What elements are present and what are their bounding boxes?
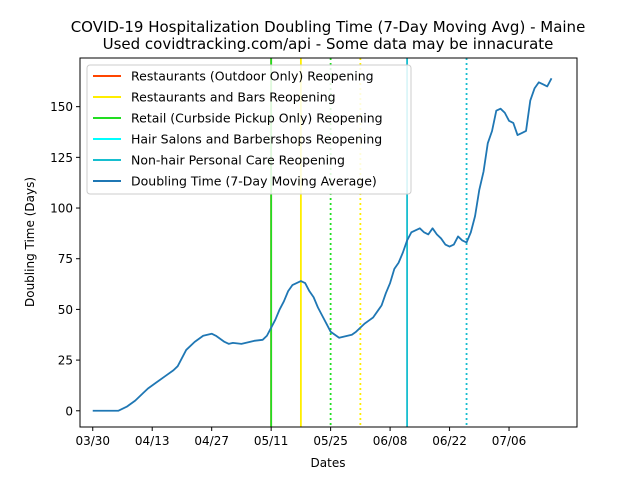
y-tick-label-1: 25 <box>58 354 73 368</box>
legend-label-2: Retail (Curbside Pickup Only) Reopening <box>131 111 383 126</box>
y-tick-label-2: 50 <box>58 303 73 317</box>
chart-title: COVID-19 Hospitalization Doubling Time (… <box>71 18 586 36</box>
x-tick-label-7: 07/06 <box>492 434 527 448</box>
y-tick-label-0: 0 <box>65 404 73 418</box>
legend: Restaurants (Outdoor Only) Reopening Rest… <box>86 64 412 195</box>
x-tick-label-3: 05/11 <box>254 434 289 448</box>
plot-frame <box>79 57 578 428</box>
x-axis: 03/30 04/13 04/27 05/11 05/25 06/08 06/22 07/06 <box>75 427 526 448</box>
chart-subtitle: Used covidtracking.com/api - Some data m… <box>103 35 554 53</box>
y-tick-label-6: 150 <box>50 100 73 114</box>
x-tick-label-6: 06/22 <box>432 434 467 448</box>
x-tick-label-5: 06/08 <box>373 434 408 448</box>
y-axis-label: Doubling Time (Days) <box>23 177 37 307</box>
legend-label-5: Doubling Time (7-Day Moving Average) <box>131 174 377 189</box>
y-tick-label-3: 75 <box>58 252 73 266</box>
series-line-0 <box>92 77 553 412</box>
legend-label-1: Restaurants and Bars Reopening <box>131 90 336 105</box>
y-tick-label-4: 100 <box>50 202 73 216</box>
y-axis: 0 25 50 75 100 125 150 <box>50 100 80 418</box>
legend-label-4: Non-hair Personal Care Reopening <box>131 153 345 168</box>
x-tick-label-0: 03/30 <box>75 434 110 448</box>
x-tick-label-1: 04/13 <box>135 434 170 448</box>
x-tick-label-4: 05/25 <box>313 434 348 448</box>
x-tick-label-2: 04/27 <box>194 434 229 448</box>
legend-label-3: Hair Salons and Barbershops Reopening <box>131 132 382 147</box>
x-axis-label: Dates <box>311 456 346 470</box>
y-tick-label-5: 125 <box>50 151 73 165</box>
legend-box <box>86 64 412 195</box>
legend-label-0: Restaurants (Outdoor Only) Reopening <box>131 69 374 84</box>
